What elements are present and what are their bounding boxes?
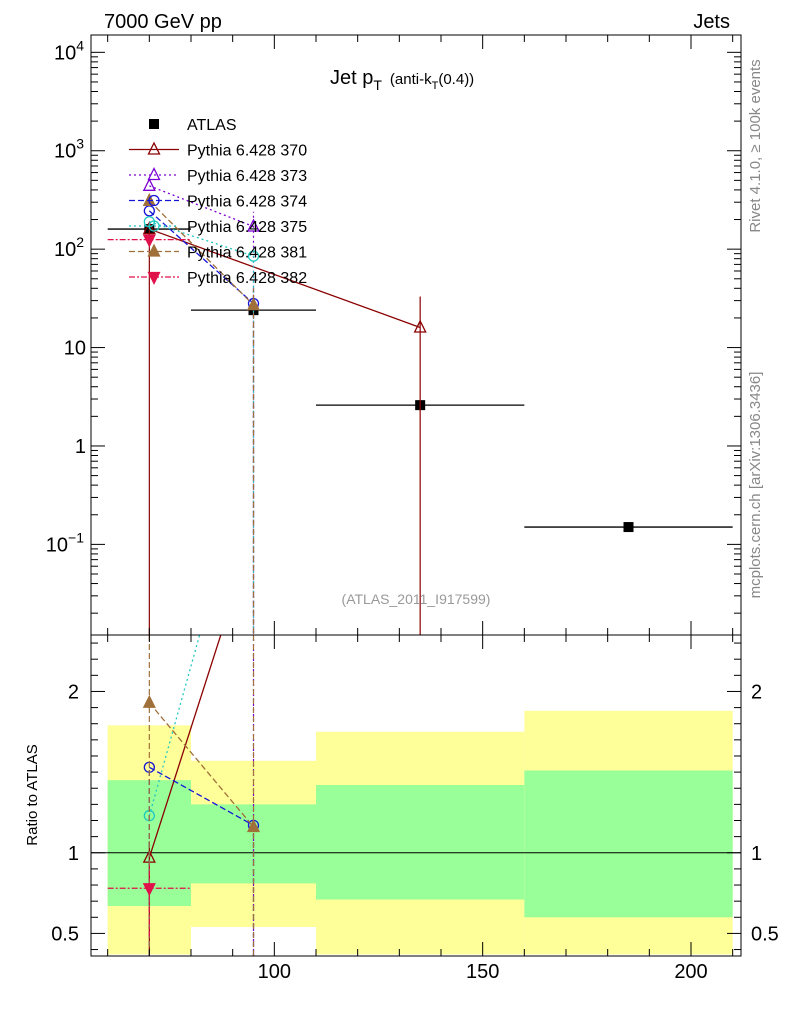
legend-marker <box>149 119 159 129</box>
rivet-label: Rivet 4.1.0, ≥ 100k events <box>747 59 764 232</box>
legend-label: Pythia 6.428 381 <box>187 245 307 262</box>
header-right: Jets <box>693 11 730 33</box>
legend-marker <box>147 167 161 181</box>
legend-label: Pythia 6.428 375 <box>187 219 307 236</box>
legend: ATLAS Pythia 6.428 370 Pythia 6.428 373 Pyt… <box>129 117 307 287</box>
legend-label: Pythia 6.428 370 <box>187 143 307 160</box>
legend-marker <box>148 220 160 232</box>
ratio-ytick-label-right: 1 <box>751 843 762 865</box>
ytick-label: 1 <box>75 436 86 458</box>
ratio-ytick-label-right: 2 <box>751 681 762 703</box>
xtick-label: 100 <box>258 961 291 983</box>
point-p370-1 <box>413 319 427 333</box>
point-p381-0 <box>142 694 156 708</box>
header-left: 7000 GeV pp <box>104 11 222 33</box>
series-clip <box>107 177 733 635</box>
series-p381 <box>142 192 261 635</box>
series-clip <box>107 635 261 956</box>
ratio-bands <box>91 710 741 955</box>
point-p373-1 <box>246 218 261 232</box>
legend-marker <box>147 141 161 155</box>
mcplots-label: mcplots.cern.ch [arXiv:1306.3436] <box>747 372 764 599</box>
legend-marker <box>148 194 160 207</box>
ytick-label: 10 <box>64 338 86 360</box>
upper-marks <box>107 177 733 635</box>
series-line-p374 <box>149 766 254 826</box>
ratio-ytick-label: 2 <box>68 681 79 703</box>
lower-frame <box>90 634 742 957</box>
ytick-label: 103 <box>54 136 84 163</box>
ytick-label: 102 <box>54 234 84 261</box>
lower-ticks: 0.5 0.5 1 1 2 2 100 150 200 <box>51 635 779 983</box>
legend-item-p374: Pythia 6.428 374 <box>129 194 307 211</box>
chart-title: Jet pT (anti-kT(0.4)) <box>330 67 474 93</box>
legend-marker <box>147 271 161 285</box>
legend-label: Pythia 6.428 382 <box>187 270 307 287</box>
series-p381 <box>142 635 261 956</box>
series-line-p370 <box>148 635 222 858</box>
point-p375-1 <box>247 250 260 262</box>
legend-item-p382: Pythia 6.428 382 <box>129 270 307 287</box>
series-p382 <box>107 864 191 937</box>
point-p382-0 <box>142 234 156 248</box>
xtick-label: 150 <box>466 961 499 983</box>
legend-item-p373: Pythia 6.428 373 <box>129 167 307 185</box>
legend-item-atlas: ATLAS <box>149 117 237 134</box>
legend-item-p375: Pythia 6.428 375 <box>129 219 307 236</box>
ratio-ylabel: Ratio to ATLAS <box>24 744 41 845</box>
band-green-3 <box>316 785 525 900</box>
legend-label: Pythia 6.428 373 <box>187 168 307 185</box>
ratio-ytick-label: 1 <box>68 843 79 865</box>
series-line-p374 <box>148 210 254 305</box>
lower-marks <box>107 635 261 956</box>
ratio-ytick-label-right: 0.5 <box>751 923 779 945</box>
watermark: (ATLAS_2011_I917599) <box>342 591 491 607</box>
series-line-p381 <box>148 200 254 306</box>
bands-clip <box>107 710 733 955</box>
ytick-label: 104 <box>54 37 84 64</box>
series-line-p375 <box>149 221 254 257</box>
point-p370-0 <box>142 221 156 235</box>
point-p381-1 <box>246 297 261 311</box>
legend-item-p370: Pythia 6.428 370 <box>129 141 307 160</box>
legend-item-p381: Pythia 6.428 381 <box>129 243 307 262</box>
point-atlas-3 <box>623 522 634 533</box>
point-p382-0 <box>142 883 156 897</box>
series-p382 <box>107 234 191 248</box>
ratio-ytick-label: 0.5 <box>51 923 79 945</box>
lower-panel: 0.5 0.5 1 1 2 2 100 150 200 Ratio to ATLAS <box>24 634 779 983</box>
point-p373-0 <box>142 177 156 191</box>
series-line-p381 <box>148 702 254 828</box>
legend-label: ATLAS <box>187 117 237 134</box>
xtick-label: 200 <box>674 961 707 983</box>
band-green-4 <box>524 770 733 918</box>
point-p381-1 <box>246 819 261 833</box>
ytick-label: 10−1 <box>46 529 84 556</box>
legend-label: Pythia 6.428 374 <box>187 194 307 211</box>
series-line-p373 <box>149 185 254 228</box>
legend-marker <box>147 243 161 257</box>
